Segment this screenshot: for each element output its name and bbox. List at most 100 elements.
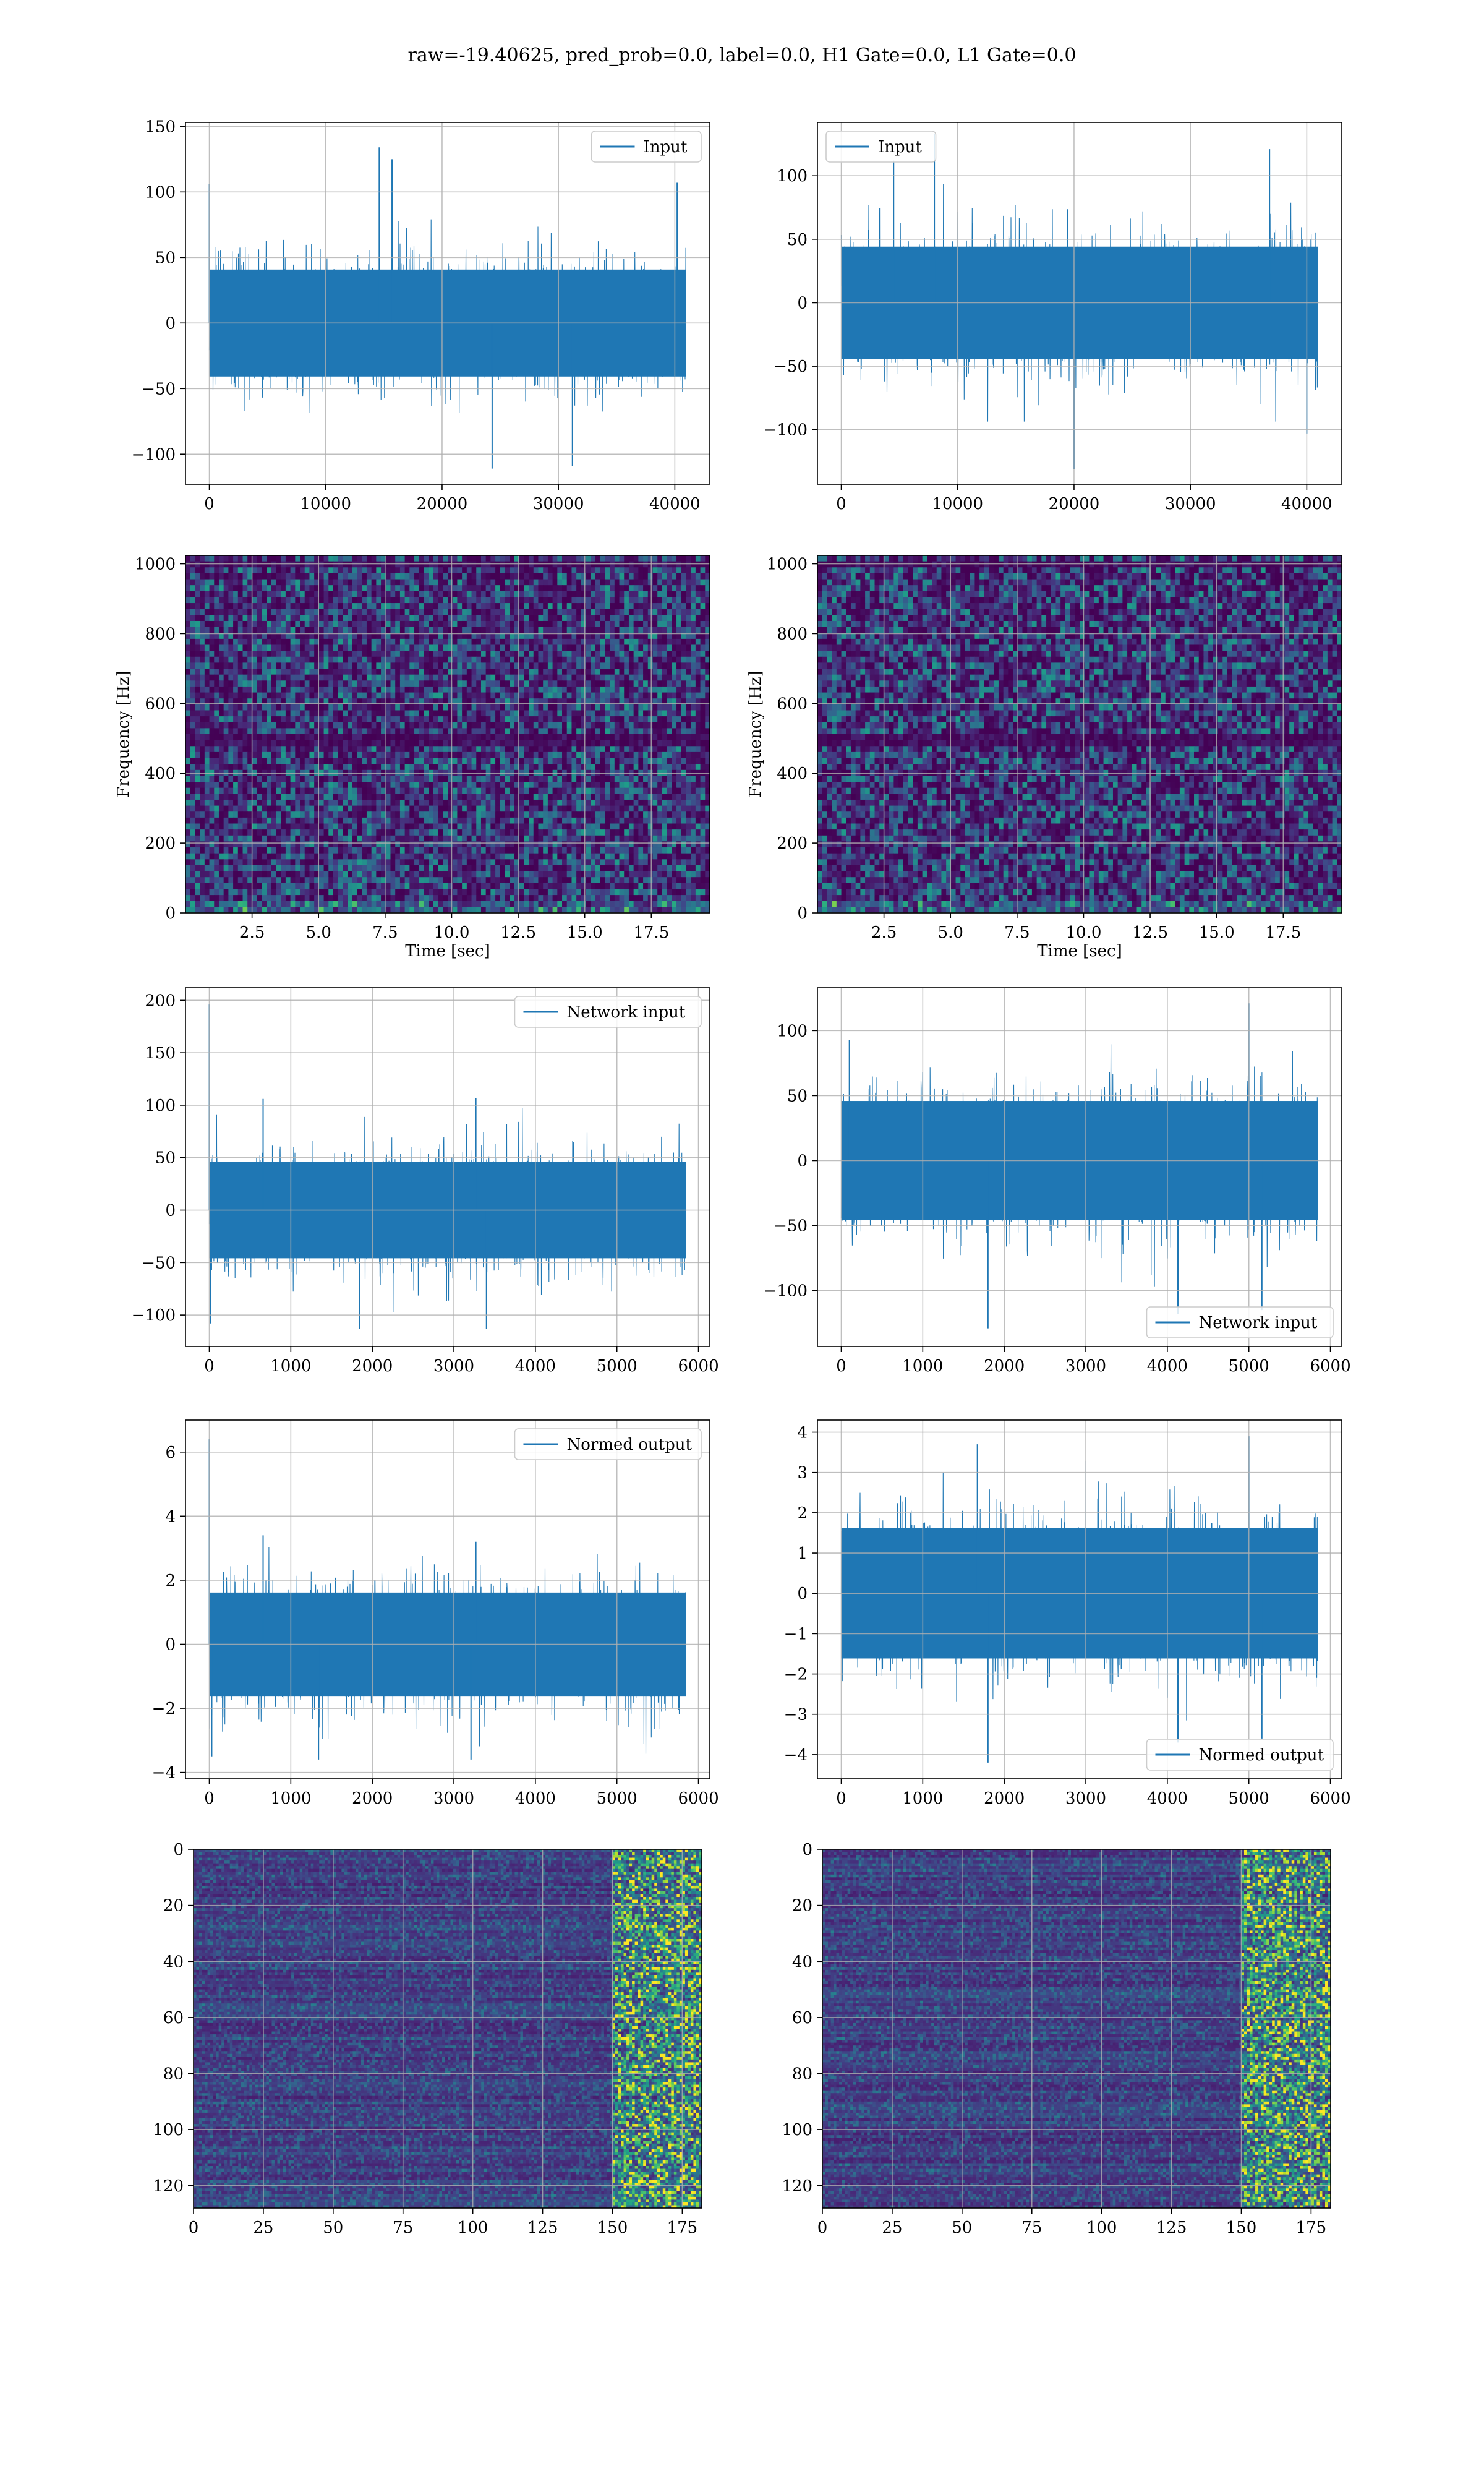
x-tick-label: 0 xyxy=(817,2219,828,2237)
x-tick-label: 4000 xyxy=(1147,1789,1188,1808)
x-tick-label: 15.0 xyxy=(567,923,603,942)
y-tick-label: −100 xyxy=(132,1306,176,1325)
chart-panel-r2c2: 2.5 5.0 7.5 10.0 12.5 15.0 17.5020040060080010… xyxy=(746,555,1342,961)
legend: Network input xyxy=(515,996,702,1027)
x-tick-label: 30000 xyxy=(1165,495,1216,513)
y-tick-label: 6 xyxy=(165,1444,176,1462)
y-tick-label: 2 xyxy=(797,1504,808,1523)
x-tick-label: 175 xyxy=(667,2219,698,2237)
x-tick-label: 5000 xyxy=(597,1789,638,1808)
x-tick-label: 12.5 xyxy=(500,923,536,942)
y-tick-label: −2 xyxy=(152,1700,176,1718)
chart-panel-r2c1: 2.5 5.0 7.5 10.0 12.5 15.0 17.5020040060080010… xyxy=(114,555,710,961)
y-tick-label: −50 xyxy=(142,380,176,398)
legend: Network input xyxy=(1147,1307,1334,1338)
y-tick-label: 0 xyxy=(165,314,176,333)
y-tick-label: 100 xyxy=(153,2121,184,2139)
y-tick-label: 200 xyxy=(145,834,176,853)
legend-label: Network input xyxy=(1199,1314,1318,1332)
x-tick-label: 3000 xyxy=(1065,1789,1106,1808)
x-tick-label: 7.5 xyxy=(372,923,398,942)
x-axis-label: Time [sec] xyxy=(1037,942,1122,961)
y-tick-label: 3 xyxy=(797,1464,808,1483)
plot-area xyxy=(209,1439,686,1760)
x-tick-label: 2000 xyxy=(984,1357,1025,1376)
x-tick-label: 7.5 xyxy=(1004,923,1030,942)
y-tick-label: 100 xyxy=(777,167,808,186)
x-tick-label: 50 xyxy=(323,2219,343,2237)
x-tick-label: 20000 xyxy=(417,495,468,513)
x-tick-label: 2000 xyxy=(984,1789,1025,1808)
x-tick-label: 0 xyxy=(204,495,215,513)
x-tick-label: 2.5 xyxy=(871,923,897,942)
plot-area xyxy=(817,555,1342,914)
y-tick-label: 100 xyxy=(782,2121,812,2139)
y-tick-label: 0 xyxy=(165,904,176,923)
y-tick-label: −50 xyxy=(774,1217,808,1236)
x-tick-label: 4000 xyxy=(515,1357,556,1376)
y-tick-label: 800 xyxy=(777,625,808,643)
x-tick-label: 6000 xyxy=(1310,1357,1350,1376)
y-tick-label: −50 xyxy=(774,357,808,376)
x-tick-label: 4000 xyxy=(515,1789,556,1808)
y-tick-label: −50 xyxy=(142,1254,176,1272)
x-tick-label: 2000 xyxy=(352,1789,393,1808)
x-tick-label: 4000 xyxy=(1147,1357,1188,1376)
y-tick-label: 50 xyxy=(155,249,176,267)
legend-label: Normed output xyxy=(1199,1746,1324,1765)
x-tick-label: 100 xyxy=(1086,2219,1117,2237)
x-tick-label: 40000 xyxy=(1281,495,1333,513)
y-tick-label: 0 xyxy=(173,1841,184,1859)
y-tick-label: 0 xyxy=(802,1841,812,1859)
y-tick-label: −1 xyxy=(784,1625,808,1643)
legend-label: Network input xyxy=(567,1003,686,1022)
x-tick-label: 15.0 xyxy=(1199,923,1235,942)
chart-panel-r4c2: 0 1000 2000 3000 4000 5000 6000−4−3−2−101234No… xyxy=(784,1420,1351,1808)
legend: Input xyxy=(826,131,936,162)
y-tick-label: 1000 xyxy=(135,555,176,574)
y-tick-label: −100 xyxy=(764,421,808,440)
y-tick-label: 400 xyxy=(777,764,808,783)
y-tick-label: 0 xyxy=(797,294,808,312)
x-tick-label: 0 xyxy=(836,1357,846,1376)
x-tick-label: 40000 xyxy=(649,495,701,513)
y-tick-label: 600 xyxy=(777,695,808,713)
x-tick-label: 1000 xyxy=(902,1789,943,1808)
x-tick-label: 125 xyxy=(527,2219,558,2237)
legend: Normed output xyxy=(515,1429,702,1460)
y-tick-label: 40 xyxy=(163,1953,184,1971)
x-tick-label: 175 xyxy=(1296,2219,1327,2237)
y-tick-label: 4 xyxy=(165,1507,176,1526)
y-tick-label: 4 xyxy=(797,1424,808,1442)
y-tick-label: 100 xyxy=(145,183,176,202)
x-tick-label: 10000 xyxy=(932,495,983,513)
x-tick-label: 25 xyxy=(253,2219,273,2237)
y-tick-label: −100 xyxy=(764,1282,808,1301)
x-tick-label: 100 xyxy=(458,2219,488,2237)
plot-area xyxy=(210,147,686,468)
y-tick-label: 50 xyxy=(787,1087,808,1105)
y-tick-label: 20 xyxy=(163,1897,184,1915)
y-tick-label: 40 xyxy=(792,1953,812,1971)
x-tick-label: 25 xyxy=(882,2219,902,2237)
y-tick-label: 600 xyxy=(145,695,176,713)
y-tick-label: 400 xyxy=(145,764,176,783)
plot-area xyxy=(842,134,1318,469)
chart-panel-r3c2: 0 1000 2000 3000 4000 5000 6000−100−50050100Ne… xyxy=(764,988,1351,1376)
x-axis-label: Time [sec] xyxy=(405,942,490,961)
x-tick-label: 2000 xyxy=(352,1357,393,1376)
x-tick-label: 75 xyxy=(1021,2219,1042,2237)
x-tick-label: 0 xyxy=(836,495,846,513)
x-tick-label: 1000 xyxy=(902,1357,943,1376)
x-tick-label: 3000 xyxy=(433,1357,474,1376)
x-tick-label: 5.0 xyxy=(306,923,331,942)
x-tick-label: 20000 xyxy=(1049,495,1100,513)
y-tick-label: 0 xyxy=(797,1152,808,1170)
y-tick-label: 2 xyxy=(165,1572,176,1590)
y-tick-label: 80 xyxy=(792,2065,812,2084)
y-tick-label: 60 xyxy=(792,2009,812,2027)
